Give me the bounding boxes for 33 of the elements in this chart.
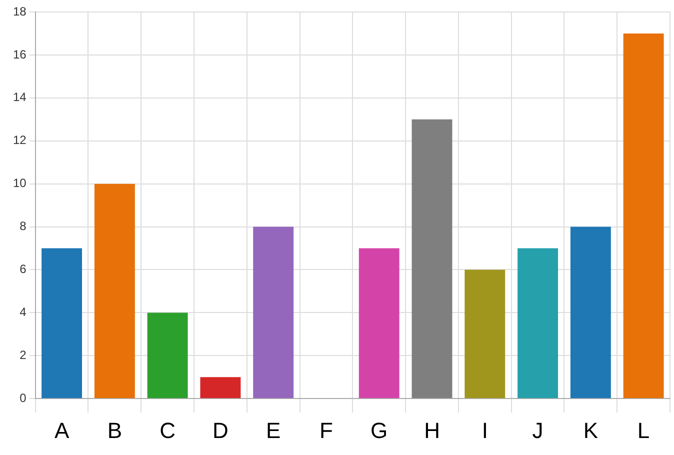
x-tick-label: J [532, 418, 544, 443]
x-tick-label: L [637, 418, 650, 443]
x-tick-label: B [107, 418, 122, 443]
bar [253, 226, 294, 398]
y-tick-label: 14 [12, 90, 27, 104]
y-tick-label: 8 [20, 219, 27, 234]
y-tick-label: 6 [20, 262, 27, 276]
y-tick-label: 0 [20, 390, 27, 405]
y-tick-label: 12 [12, 133, 27, 148]
bar [464, 270, 506, 398]
y-tick-label: 4 [20, 305, 27, 319]
y-tick-label: 16 [12, 47, 27, 62]
x-tick-label: K [583, 418, 598, 443]
y-tick-label: 2 [20, 348, 27, 362]
bar [42, 248, 82, 398]
x-tick-label: D [212, 418, 228, 443]
bar [200, 377, 241, 398]
x-tick-label: H [424, 418, 440, 443]
bar [623, 33, 664, 398]
x-tick-label: G [370, 418, 388, 443]
x-tick-label: A [54, 418, 70, 443]
bar [358, 248, 400, 398]
x-tick-label: F [320, 418, 333, 443]
bar [412, 119, 452, 398]
y-tick-label: 10 [12, 176, 27, 190]
y-tick-label: 18 [12, 4, 27, 18]
bar [518, 248, 558, 398]
bar [147, 312, 188, 398]
x-tick-label: I [482, 418, 488, 443]
x-tick-label: E [266, 418, 281, 443]
bar [570, 226, 611, 398]
bar [94, 184, 135, 398]
x-tick-label: C [160, 418, 176, 443]
